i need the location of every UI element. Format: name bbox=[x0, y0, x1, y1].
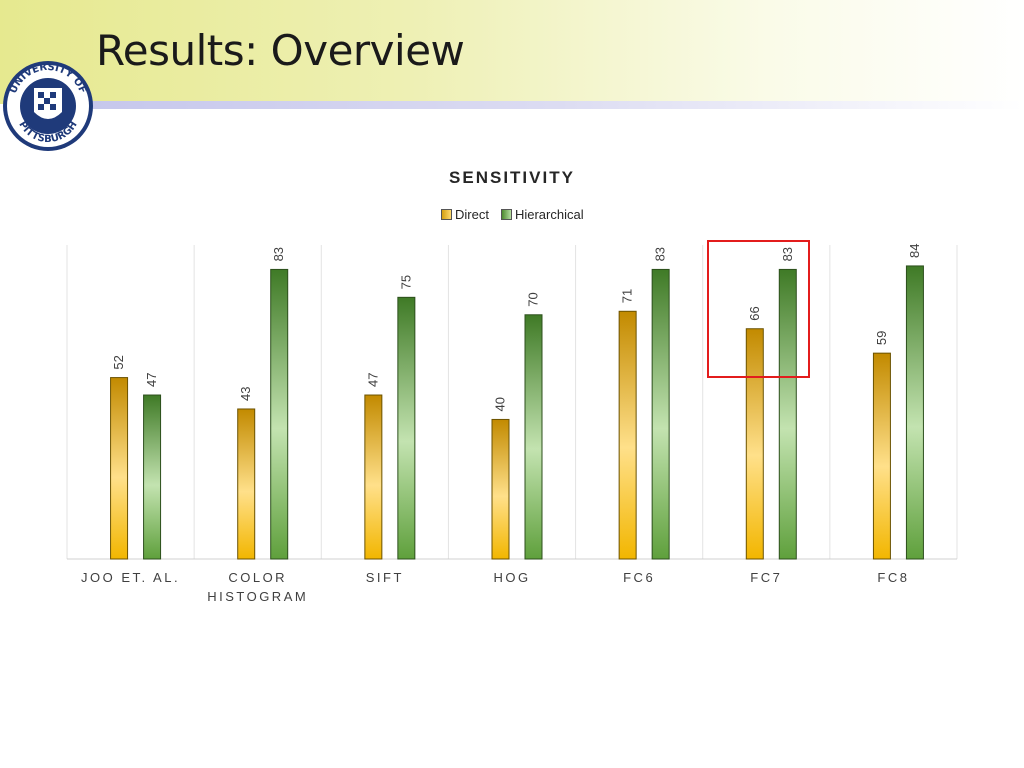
slide-title: Results: Overview bbox=[96, 26, 465, 75]
x-tick-label: FC8 bbox=[877, 570, 909, 585]
data-label: 59 bbox=[874, 331, 889, 345]
bar-hierarchical-fc8 bbox=[905, 265, 924, 560]
bar-hierarchical-sift bbox=[397, 296, 416, 560]
legend-label-direct: Direct bbox=[455, 207, 489, 222]
header-rule bbox=[90, 101, 1024, 109]
legend-item-hierarchical: Hierarchical bbox=[500, 207, 584, 222]
legend-label-hierarchical: Hierarchical bbox=[514, 207, 584, 222]
bar-hierarchical-fc7 bbox=[778, 268, 797, 560]
bar-direct-sift bbox=[364, 394, 383, 560]
bar-direct-color-histogram bbox=[237, 408, 256, 560]
legend-item-direct: Direct bbox=[441, 207, 489, 222]
x-tick-label: COLOR bbox=[228, 570, 287, 585]
x-tick-label: JOO ET. AL. bbox=[81, 570, 180, 585]
bar-hierarchical-fc6 bbox=[651, 268, 670, 560]
data-label: 66 bbox=[747, 306, 762, 320]
x-tick-label: SIFT bbox=[366, 570, 404, 585]
data-label: 83 bbox=[780, 247, 795, 261]
x-tick-label: HISTOGRAM bbox=[207, 589, 308, 604]
data-label: 47 bbox=[365, 373, 380, 387]
chart-title: SENSITIVITY bbox=[449, 168, 575, 187]
bar-direct-hog bbox=[491, 418, 510, 560]
bar-direct-fc7 bbox=[745, 328, 764, 560]
data-label: 83 bbox=[271, 247, 286, 261]
data-label: 43 bbox=[238, 387, 253, 401]
legend-swatch-direct bbox=[441, 209, 452, 220]
bar-hierarchical-hog bbox=[524, 314, 543, 560]
header-band bbox=[0, 0, 1024, 104]
x-tick-label: HOG bbox=[493, 570, 530, 585]
data-label: 70 bbox=[526, 292, 541, 306]
bar-direct-fc6 bbox=[618, 310, 637, 560]
x-tick-label: FC7 bbox=[750, 570, 782, 585]
data-label: 47 bbox=[144, 373, 159, 387]
bar-direct-joo-et-al- bbox=[110, 377, 129, 560]
data-label: 71 bbox=[620, 289, 635, 303]
legend-swatch-hierarchical bbox=[500, 209, 512, 220]
bar-direct-fc8 bbox=[872, 352, 891, 560]
data-label: 40 bbox=[493, 397, 508, 411]
data-label: 52 bbox=[111, 355, 126, 369]
chart-legend: Direct Hierarchical bbox=[441, 207, 584, 222]
bar-hierarchical-color-histogram bbox=[270, 268, 289, 560]
data-label: 83 bbox=[653, 247, 668, 261]
x-tick-label: FC6 bbox=[623, 570, 655, 585]
university-seal-icon: UNIVERSITY OF PITTSBURGH bbox=[3, 61, 93, 151]
data-label: 75 bbox=[398, 275, 413, 289]
fc7-highlight-box bbox=[707, 240, 810, 378]
bar-hierarchical-joo-et-al- bbox=[143, 394, 162, 560]
data-label: 84 bbox=[907, 243, 922, 257]
